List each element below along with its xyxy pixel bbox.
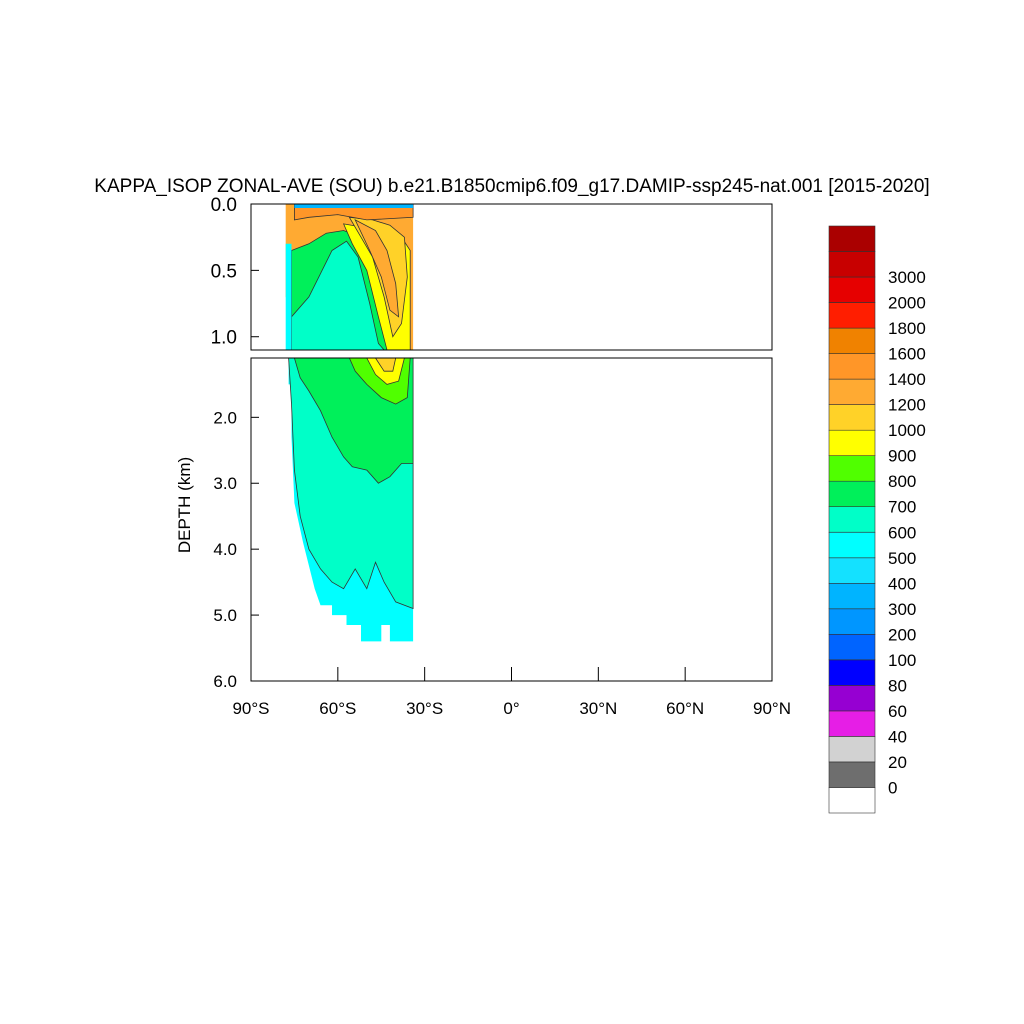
y-tick-label: 2.0 bbox=[213, 408, 237, 427]
x-tick-label: 0° bbox=[503, 699, 519, 718]
y-tick-label: 4.0 bbox=[213, 540, 237, 559]
y-tick-label: 5.0 bbox=[213, 606, 237, 625]
colorbar-swatch bbox=[828, 302, 876, 329]
colorbar-label: 2000 bbox=[888, 294, 926, 313]
colorbar-label: 1000 bbox=[888, 421, 926, 440]
colorbar-swatch bbox=[828, 787, 876, 814]
colorbar-swatch bbox=[828, 761, 876, 788]
x-tick-label: 30°S bbox=[406, 699, 443, 718]
colorbar-swatch bbox=[828, 506, 876, 533]
colorbar-swatch bbox=[828, 455, 876, 482]
x-tick-label: 90°S bbox=[232, 699, 269, 718]
colorbar-swatch bbox=[828, 685, 876, 712]
colorbar-label: 1800 bbox=[888, 319, 926, 338]
colorbar-swatch bbox=[828, 582, 876, 610]
colorbar-swatch bbox=[828, 633, 876, 661]
x-tick-label: 60°S bbox=[319, 699, 356, 718]
upper-panel-frame bbox=[250, 203, 773, 351]
colorbar-label: 3000 bbox=[888, 268, 926, 287]
colorbar-swatch bbox=[828, 251, 876, 278]
colorbar-label: 300 bbox=[888, 600, 916, 619]
colorbar-label: 1200 bbox=[888, 396, 926, 415]
colorbar-label: 800 bbox=[888, 472, 916, 491]
colorbar: 0 20 40 60 80 100 200 300 400 500 600 700 800 900 1000… bbox=[828, 225, 926, 814]
colorbar-swatch bbox=[828, 608, 876, 635]
colorbar-swatch bbox=[828, 404, 876, 431]
colorbar-label: 100 bbox=[888, 651, 916, 670]
colorbar-swatch bbox=[828, 710, 876, 737]
axes: 90°S 60°S 30°S 0° 30°N 60°N 90°N 0.0 0.5 1.0 2.0 3.… bbox=[211, 195, 791, 718]
contour-fill-1000b bbox=[354, 218, 400, 318]
contour-fill-surface bbox=[294, 204, 414, 208]
colorbar-label: 60 bbox=[888, 702, 907, 721]
y-axis-label: DEPTH (km) bbox=[175, 457, 194, 553]
y-tick-label: 6.0 bbox=[213, 672, 237, 691]
y-tick-label: 3.0 bbox=[213, 474, 237, 493]
x-tick-label: 30°N bbox=[579, 699, 617, 718]
contour-fill-500-edge bbox=[285, 243, 292, 350]
colorbar-swatch bbox=[828, 531, 876, 559]
upper-panel-contours bbox=[285, 204, 414, 350]
colorbar-swatch bbox=[828, 659, 876, 686]
colorbar-swatch bbox=[828, 429, 876, 457]
colorbar-label: 40 bbox=[888, 727, 907, 746]
lower-panel-contours bbox=[288, 357, 414, 642]
colorbar-label: 0 bbox=[888, 779, 897, 798]
y-tick-label: 0.0 bbox=[211, 195, 237, 216]
chart-title: KAPPA_ISOP ZONAL-AVE (SOU) b.e21.B1850cm… bbox=[94, 176, 929, 197]
colorbar-swatch bbox=[828, 276, 876, 303]
x-tick-label: 90°N bbox=[753, 699, 791, 718]
contour-fill-600 bbox=[291, 240, 385, 350]
colorbar-label: 500 bbox=[888, 549, 916, 568]
y-tick-label: 0.5 bbox=[211, 261, 237, 282]
x-tick-label: 60°N bbox=[666, 699, 704, 718]
colorbar-label: 700 bbox=[888, 498, 916, 517]
colorbar-label: 200 bbox=[888, 625, 916, 644]
colorbar-label: 400 bbox=[888, 574, 916, 593]
colorbar-swatch bbox=[828, 353, 876, 380]
colorbar-swatch bbox=[828, 225, 876, 252]
colorbar-label: 600 bbox=[888, 523, 916, 542]
colorbar-label: 900 bbox=[888, 447, 916, 466]
colorbar-label: 1600 bbox=[888, 345, 926, 364]
colorbar-swatch bbox=[828, 557, 876, 584]
y-tick-label: 1.0 bbox=[211, 328, 237, 349]
colorbar-label: 1400 bbox=[888, 370, 926, 389]
colorbar-swatch bbox=[828, 378, 876, 405]
colorbar-swatch bbox=[828, 327, 876, 354]
colorbar-swatch bbox=[828, 480, 876, 508]
colorbar-label: 80 bbox=[888, 676, 907, 695]
colorbar-label: 20 bbox=[888, 753, 907, 772]
colorbar-swatch bbox=[828, 736, 876, 763]
